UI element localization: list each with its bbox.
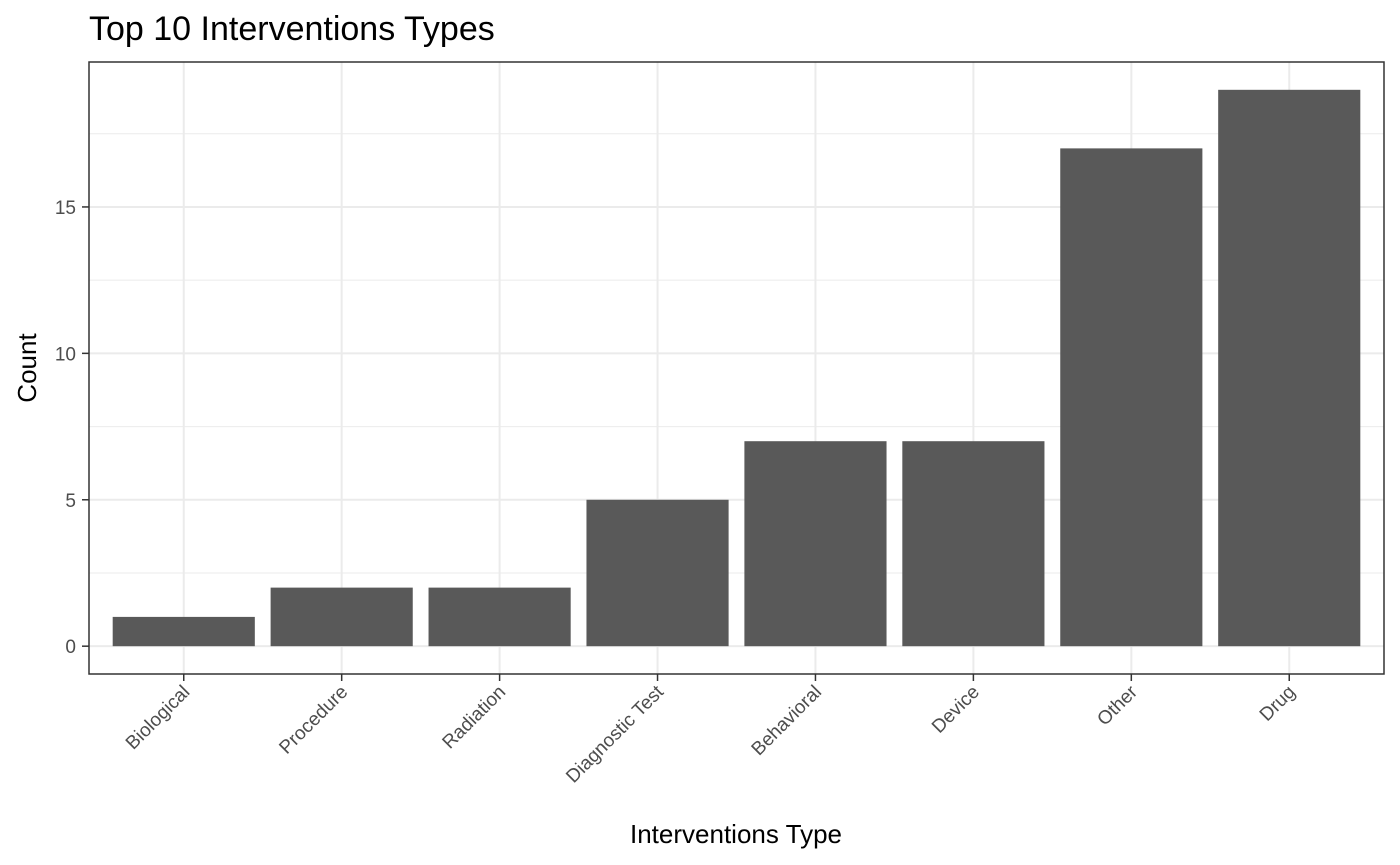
chart-title: Top 10 Interventions Types (89, 10, 495, 48)
y-axis: 0 5 10 15 (55, 198, 89, 658)
bar-other (1060, 148, 1203, 647)
bar-biological (112, 616, 255, 647)
bar-drug (1218, 89, 1361, 647)
y-tick-label: 10 (55, 344, 76, 365)
bar-procedure (270, 587, 413, 647)
bar-diagnostic-test (586, 499, 729, 647)
y-tick-label: 15 (55, 198, 76, 219)
bars (112, 89, 1361, 647)
panel-border (88, 61, 1385, 675)
x-axis-title: Interventions Type (630, 819, 842, 849)
y-tick-label: 5 (65, 491, 76, 512)
bar-device (902, 441, 1045, 647)
bar-behavioral (744, 441, 887, 647)
y-tick-label: 0 (65, 637, 76, 658)
bar-radiation (428, 587, 571, 647)
y-axis-title: Count (12, 333, 42, 403)
